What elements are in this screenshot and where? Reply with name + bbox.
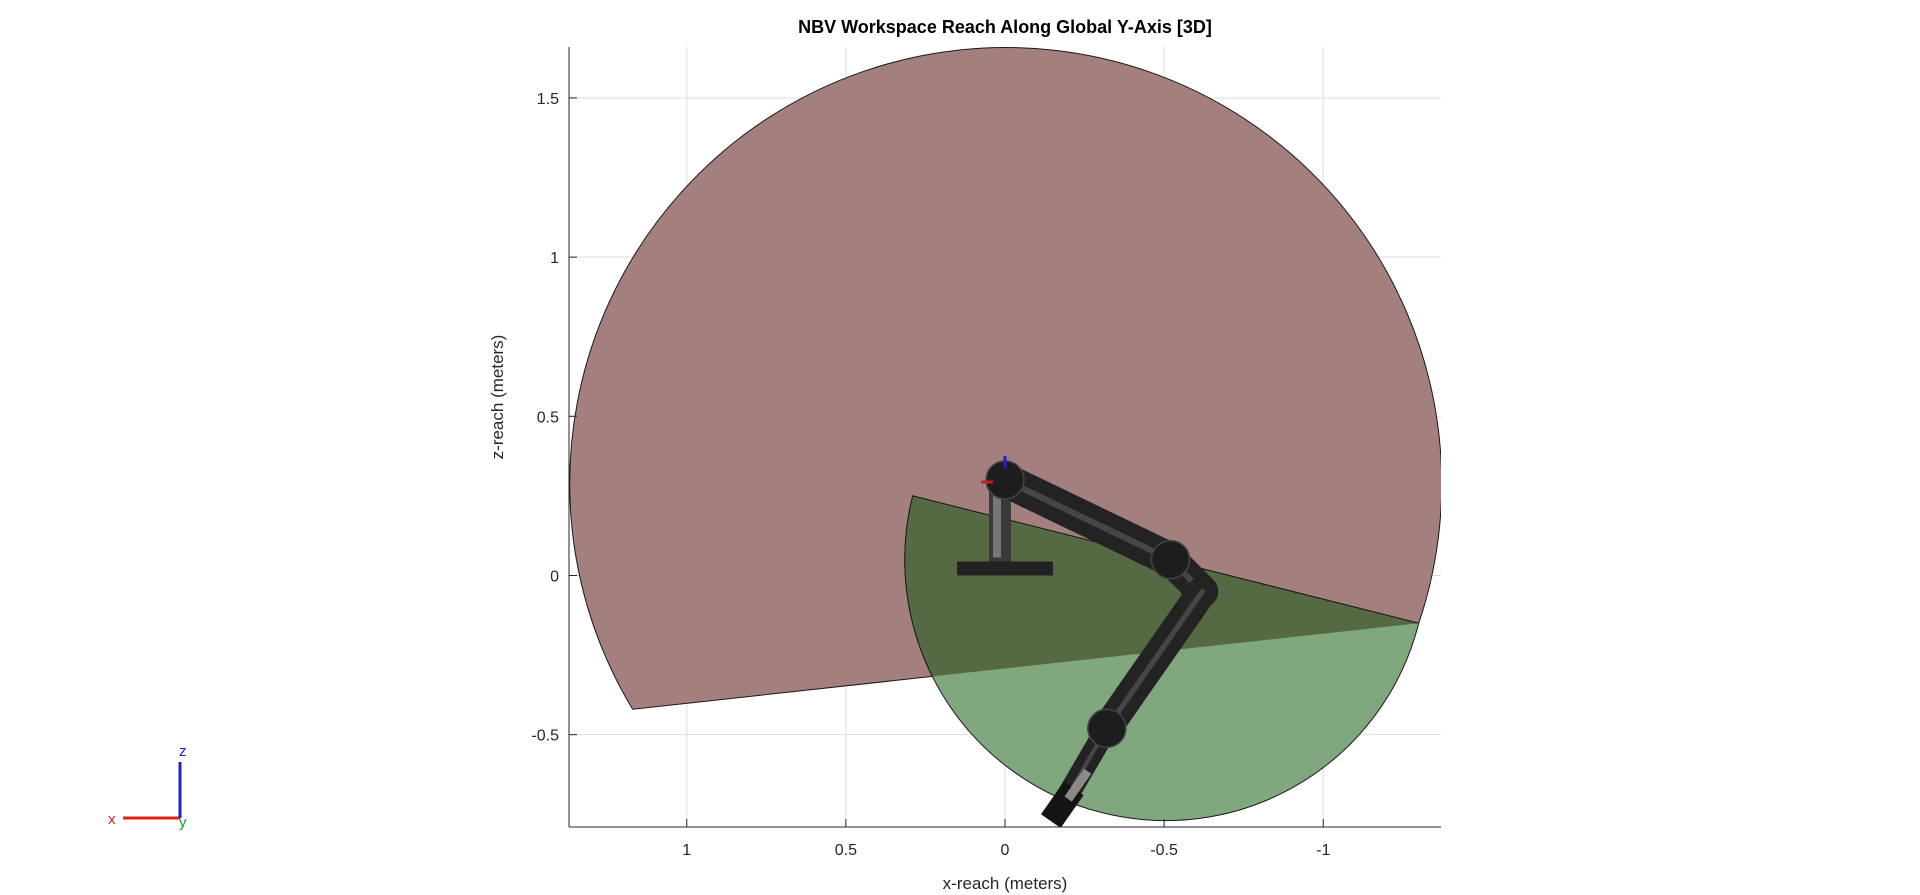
- y-tick-label: 1.5: [537, 91, 559, 108]
- x-tick-label: -0.5: [1150, 842, 1178, 859]
- y-tick-label: 0.5: [537, 409, 559, 426]
- x-tick-label: 0.5: [835, 842, 857, 859]
- robot-link-highlight: [1001, 476, 1174, 563]
- y-tick-label: -0.5: [531, 728, 559, 745]
- robot-joint: [1087, 708, 1127, 749]
- robot-link-highlight: [1104, 588, 1206, 732]
- chart-title: NBV Workspace Reach Along Global Y-Axis …: [798, 17, 1212, 37]
- robot-sensor: [1064, 768, 1092, 802]
- x-tick-label: -1: [1316, 842, 1330, 859]
- robot-base: [957, 561, 1053, 576]
- x-tick-label: 0: [1001, 842, 1010, 859]
- x-axis-title: x-reach (meters): [943, 874, 1068, 893]
- y-axis-title: z-reach (meters): [488, 335, 507, 460]
- reach-sector-1: [569, 47, 1441, 710]
- robot-column-highlight: [993, 491, 1001, 558]
- tick-labels: 1 0.5 0 -0.5 -1 1.5 1 0.5 0 -0.5: [531, 91, 1330, 859]
- y-tick-label: 1: [550, 250, 559, 267]
- robot-arm: [957, 455, 1219, 827]
- x-tick-label: 1: [682, 842, 691, 859]
- robot-joint: [1150, 539, 1191, 580]
- orientation-x-label: x: [108, 811, 116, 828]
- plot-area: [569, 47, 1441, 827]
- orientation-axes: x y z: [108, 743, 187, 831]
- orientation-z-label: z: [179, 743, 187, 760]
- orientation-y-label: y: [179, 814, 187, 831]
- y-tick-label: 0: [550, 568, 559, 585]
